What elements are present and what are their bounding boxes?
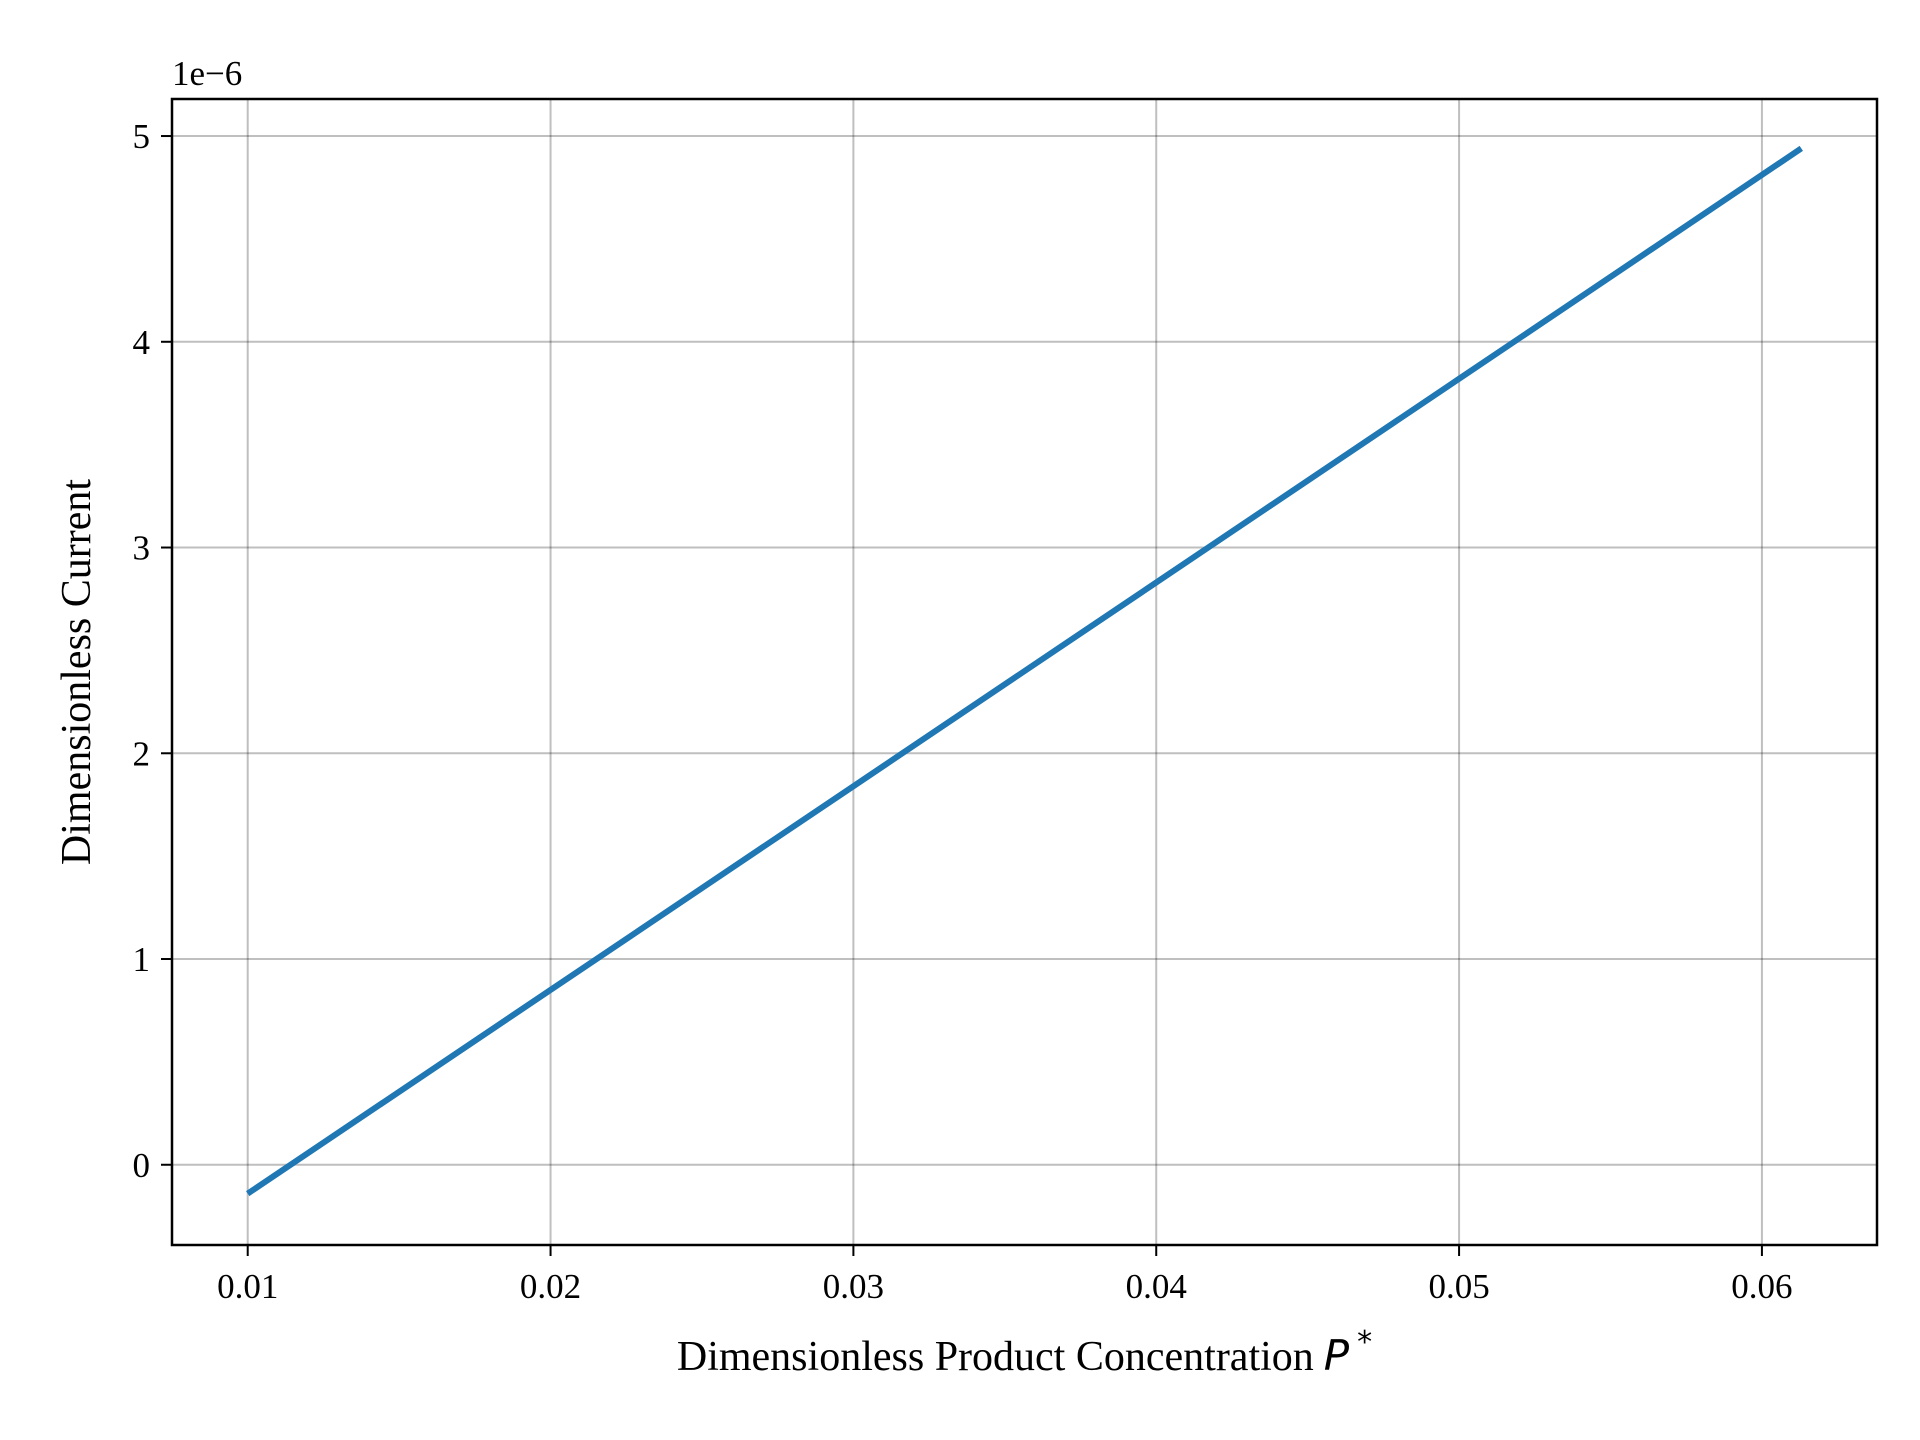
plot-frame xyxy=(170,97,1879,1247)
axis-ticks: 0.01 0.02 0.03 0.04 0.05 0.06 0 1 2 3 4 5 xyxy=(133,117,1793,1306)
y-tick-label: 3 xyxy=(133,529,151,568)
x-axis-label: Dimensionless Product Concentration P * xyxy=(677,1325,1372,1380)
x-tick-label: 0.04 xyxy=(1126,1267,1187,1306)
x-tick-label: 0.06 xyxy=(1731,1267,1792,1306)
y-tick-label: 1 xyxy=(133,940,151,979)
x-axis-label-superscript: * xyxy=(1357,1325,1372,1360)
plot-series xyxy=(246,145,1803,1197)
x-axis-label-symbol: P xyxy=(1324,1331,1350,1380)
y-axis-offset-label: 1e−6 xyxy=(172,54,242,93)
x-tick-label: 0.05 xyxy=(1428,1267,1489,1306)
y-tick-label: 5 xyxy=(133,117,151,156)
x-axis-label-text: Dimensionless Product Concentration xyxy=(677,1334,1314,1380)
x-tick-label: 0.03 xyxy=(823,1267,884,1306)
y-tick-label: 4 xyxy=(133,323,151,362)
y-axis-label: Dimensionless Current xyxy=(54,479,100,865)
x-tick-label: 0.01 xyxy=(217,1267,278,1306)
grid xyxy=(172,99,1877,1245)
y-tick-label: 2 xyxy=(133,734,151,773)
series-line xyxy=(246,145,1803,1197)
y-tick-label: 0 xyxy=(133,1146,151,1185)
x-tick-label: 0.02 xyxy=(520,1267,581,1306)
